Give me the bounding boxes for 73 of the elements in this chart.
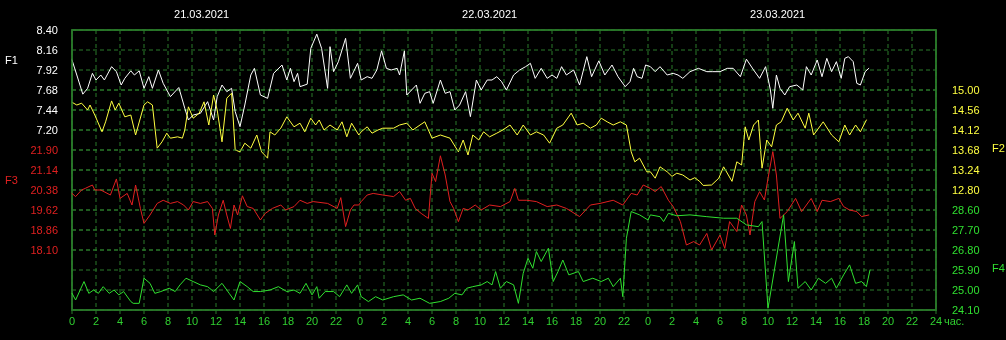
x-tick-label: 0 <box>68 315 76 327</box>
x-tick-label: 20 <box>305 315 319 327</box>
x-tick-label: 24 <box>929 315 943 327</box>
x-tick-label: 6 <box>428 315 436 327</box>
y-axis-title: F3 <box>5 173 18 186</box>
x-tick-label: 6 <box>140 315 148 327</box>
y-tick-label: 19.62 <box>30 203 58 216</box>
x-tick-label: 10 <box>761 315 775 327</box>
y-tick-label: 8.16 <box>36 43 58 56</box>
x-tick-label: 10 <box>473 315 487 327</box>
x-tick-label: 16 <box>257 315 271 327</box>
y-tick-label: 7.44 <box>36 103 58 116</box>
x-tick-label: 12 <box>209 315 223 327</box>
y-tick-label: 18.10 <box>30 243 58 256</box>
x-tick-label: 4 <box>116 315 124 327</box>
line-series <box>71 33 870 128</box>
x-tick-label: 20 <box>593 315 607 327</box>
x-tick-label: 20 <box>881 315 895 327</box>
x-tick-label: 8 <box>164 315 172 327</box>
y2-tick-label: 26.80 <box>952 243 980 256</box>
x-tick-label: 18 <box>857 315 871 327</box>
x-tick-label: 18 <box>281 315 295 327</box>
x-tick-label: 0 <box>644 315 652 327</box>
x-tick-label: 4 <box>404 315 412 327</box>
x-tick-label: 6 <box>716 315 724 327</box>
y-tick-label: 21.14 <box>30 163 58 176</box>
x-tick-label: 2 <box>92 315 100 327</box>
x-tick-label: 4 <box>692 315 700 327</box>
y2-tick-label: 14.56 <box>952 103 980 116</box>
y2-tick-label: 25.90 <box>952 263 980 276</box>
y2-axis-title: F2 <box>992 141 1005 154</box>
y-tick-label: 8.40 <box>36 23 58 36</box>
y2-tick-label: 25.00 <box>952 283 980 296</box>
x-tick-label: 8 <box>452 315 460 327</box>
x-tick-label: 14 <box>809 315 823 327</box>
y-tick-label: 20.38 <box>30 183 58 196</box>
x-axis-title: час. <box>944 315 965 327</box>
x-tick-label: 2 <box>668 315 676 327</box>
x-tick-label: 22 <box>905 315 919 327</box>
y2-tick-label: 15.00 <box>952 83 980 96</box>
text: 21.03.2021 <box>174 8 230 20</box>
x-tick-label: 12 <box>497 315 511 327</box>
line-series <box>71 151 870 251</box>
x-tick-label: 22 <box>329 315 343 327</box>
y2-tick-label: 12.80 <box>952 183 980 196</box>
text: 22.03.2021 <box>462 8 518 20</box>
y2-tick-label: 13.24 <box>952 163 980 176</box>
y-tick-label: 7.20 <box>36 123 58 136</box>
x-tick-label: 2 <box>380 315 388 327</box>
y-tick-label: 7.92 <box>36 63 58 76</box>
x-tick-label: 16 <box>545 315 559 327</box>
y2-tick-label: 13.68 <box>952 143 980 156</box>
y2-axis-title: F4 <box>992 261 1005 274</box>
y-tick-label: 18.86 <box>30 223 58 236</box>
y2-tick-label: 28.60 <box>952 203 980 216</box>
x-tick-label: 8 <box>740 315 748 327</box>
x-tick-label: 14 <box>521 315 535 327</box>
x-tick-label: 0 <box>356 315 364 327</box>
y-tick-label: 7.68 <box>36 83 58 96</box>
x-tick-label: 10 <box>185 315 199 327</box>
x-tick-label: 18 <box>569 315 583 327</box>
text: 23.03.2021 <box>750 8 806 20</box>
x-tick-label: 12 <box>785 315 799 327</box>
y-axis-title: F1 <box>5 53 18 66</box>
y2-tick-label: 24.10 <box>952 303 980 316</box>
y2-tick-label: 14.12 <box>952 123 980 136</box>
x-tick-label: 22 <box>617 315 631 327</box>
y2-tick-label: 27.70 <box>952 223 980 236</box>
line-series <box>71 211 871 309</box>
x-tick-label: 14 <box>233 315 247 327</box>
line-series <box>71 92 867 186</box>
y-tick-label: 21.90 <box>30 143 58 156</box>
x-tick-label: 16 <box>833 315 847 327</box>
